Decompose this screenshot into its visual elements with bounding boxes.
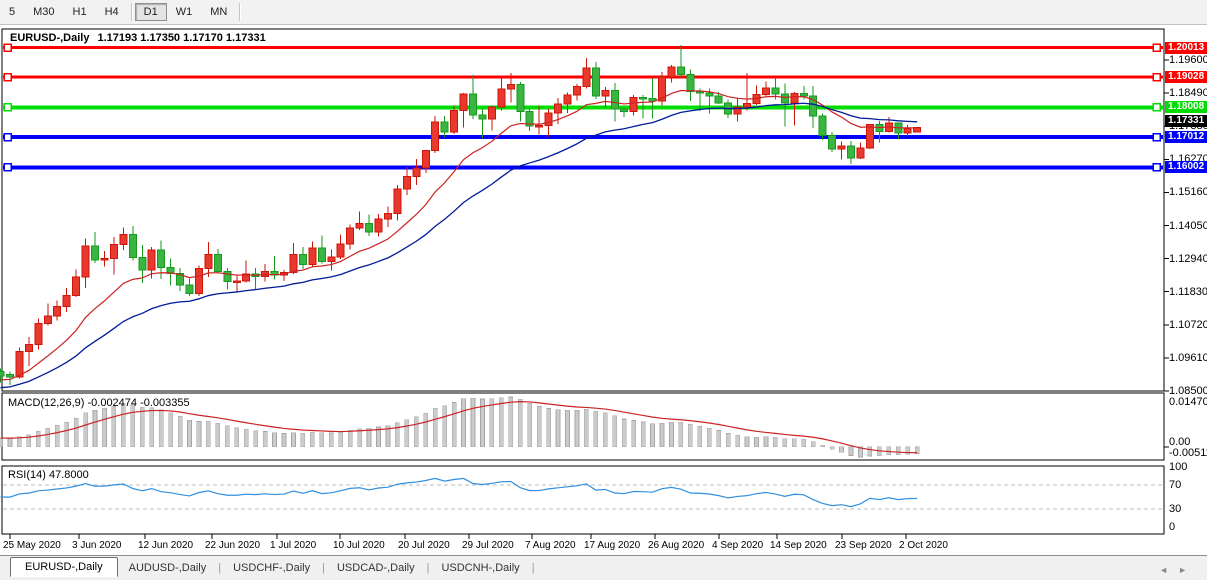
timeframe-button-W1[interactable]: W1	[175, 6, 193, 18]
price-tick-label: 1.18490	[1169, 87, 1207, 100]
h-line-handle[interactable]	[1152, 72, 1161, 82]
h-line-handle[interactable]	[1152, 132, 1161, 142]
time-axis-label: 26 Aug 2020	[648, 540, 705, 551]
time-axis-label: 17 Aug 2020	[584, 540, 641, 551]
h-line-handle[interactable]	[1152, 163, 1161, 172]
macd-panel	[1, 392, 1165, 461]
timeframe-button-M30[interactable]: M30	[33, 6, 55, 18]
price-line-label: 1.19028	[1165, 71, 1207, 84]
price-line-label-current: 1.17331	[1165, 115, 1207, 128]
macd-signal-line	[0, 401, 918, 454]
chart-title: EURUSD-,Daily 1.17193 1.17350 1.17170 1.1…	[10, 33, 266, 44]
time-axis-label: 3 Jun 2020	[72, 540, 122, 551]
time-axis-label: 29 Jul 2020	[462, 540, 514, 551]
chart-ohlc-values: 1.17193 1.17350 1.17170 1.17331	[97, 32, 266, 44]
macd-axis-label: -0.005113	[1169, 447, 1207, 459]
time-axis-label: 14 Sep 2020	[770, 540, 827, 551]
rsi-axis-label: 0	[1169, 521, 1176, 533]
macd-name: MACD(12,26,9)	[8, 397, 85, 409]
price-tick-label: 1.12940	[1169, 252, 1207, 265]
rsi-name: RSI(14)	[8, 469, 46, 481]
macd-values: -0.002474 -0.003355	[87, 397, 190, 409]
rsi-axis-label: 70	[1169, 479, 1182, 491]
h-line-handle[interactable]	[3, 43, 12, 52]
rsi-axis-label: 30	[1169, 503, 1182, 515]
h-line-handle[interactable]	[1152, 103, 1161, 112]
time-axis-label: 12 Jun 2020	[138, 540, 194, 551]
chart-tab-bar: EURUSD-,Daily AUDUSD-,Daily | USDCHF-,Daily…	[0, 555, 1207, 580]
h-line-handle[interactable]	[3, 103, 12, 112]
tab-usdcnhdaily[interactable]: USDCNH-,Daily	[441, 562, 520, 574]
tab-audusddaily[interactable]: AUDUSD-,Daily	[128, 562, 207, 574]
time-axis-label: 25 May 2020	[3, 540, 61, 551]
price-line-label: 1.20013	[1165, 41, 1207, 54]
time-axis-label: 7 Aug 2020	[525, 540, 576, 551]
scroll-left-icon[interactable]: ◄	[1159, 565, 1179, 575]
price-tick-label: 1.11830	[1169, 285, 1207, 298]
tab-scroll-arrows: ◄►	[1159, 565, 1197, 575]
price-line-label: 1.17012	[1165, 131, 1207, 144]
timeframe-toolbar: 5 M30 H1 H4 D1 W1 MN	[0, 0, 1207, 25]
toolbar-separator	[239, 3, 241, 21]
tab-usdchfdaily[interactable]: USDCHF-,Daily	[233, 562, 311, 574]
price-tick-label: 1.15160	[1169, 186, 1207, 199]
timeframe-button-D1[interactable]: D1	[134, 3, 167, 21]
tab-separator: |	[218, 562, 222, 574]
tab-separator: |	[426, 562, 430, 574]
toolbar-separator	[130, 3, 132, 21]
macd-axis-label: 0.014706	[1169, 396, 1207, 408]
main-chart-panel	[1, 28, 1165, 392]
timeframe-button-MN[interactable]: MN	[210, 6, 228, 18]
ma-slow-line	[0, 102, 918, 389]
time-axis-label: 2 Oct 2020	[899, 540, 948, 551]
tab-separator: |	[531, 562, 535, 574]
tab-usdcaddaily[interactable]: USDCAD-,Daily	[336, 562, 415, 574]
time-axis-label: 20 Jul 2020	[398, 540, 450, 551]
macd-indicator-label: MACD(12,26,9) -0.002474 -0.003355	[8, 398, 190, 409]
chart-symbol: EURUSD-,Daily	[10, 32, 90, 44]
time-axis-label: 22 Jun 2020	[205, 540, 261, 551]
price-tick-label: 1.09610	[1169, 351, 1207, 364]
rsi-indicator-label: RSI(14) 47.8000	[8, 470, 89, 481]
time-axis-label: 10 Jul 2020	[333, 540, 385, 551]
price-tick-label: 1.16270	[1169, 153, 1207, 166]
rsi-line	[0, 477, 918, 508]
time-axis-label: 1 Jul 2020	[270, 540, 317, 551]
rsi-value: 47.8000	[48, 469, 89, 481]
timeframe-button-H1[interactable]: H1	[72, 6, 87, 18]
price-tick-label: 1.19600	[1169, 54, 1207, 66]
scroll-right-icon[interactable]: ►	[1178, 565, 1197, 575]
h-line-handle[interactable]	[3, 132, 12, 142]
price-tick-label: 1.14050	[1169, 219, 1207, 232]
price-tick-label: 1.08500	[1169, 385, 1207, 397]
h-line-handle[interactable]	[3, 163, 12, 172]
h-line-handle[interactable]	[1152, 43, 1161, 52]
macd-axis-label: 0.00	[1169, 436, 1191, 448]
timeframe-button-5[interactable]: 5	[9, 6, 16, 18]
price-line-label: 1.16002	[1165, 161, 1207, 174]
ma-fast-line	[0, 89, 918, 381]
price-tick-label: 1.10720	[1169, 318, 1207, 331]
rsi-axis-label: 100	[1169, 461, 1188, 473]
horizontal-line-objects[interactable]	[3, 43, 1163, 172]
time-axis-label: 23 Sep 2020	[835, 540, 892, 551]
timeframe-button-H4[interactable]: H4	[104, 6, 119, 18]
price-line-label: 1.18008	[1165, 101, 1207, 114]
tab-eurusddaily[interactable]: EURUSD-,Daily	[10, 557, 118, 577]
rsi-panel	[1, 465, 1165, 535]
tab-separator: |	[322, 562, 325, 574]
h-line-handle[interactable]	[3, 72, 12, 82]
macd-histogram	[0, 396, 920, 458]
time-axis-label: 4 Sep 2020	[712, 540, 764, 551]
